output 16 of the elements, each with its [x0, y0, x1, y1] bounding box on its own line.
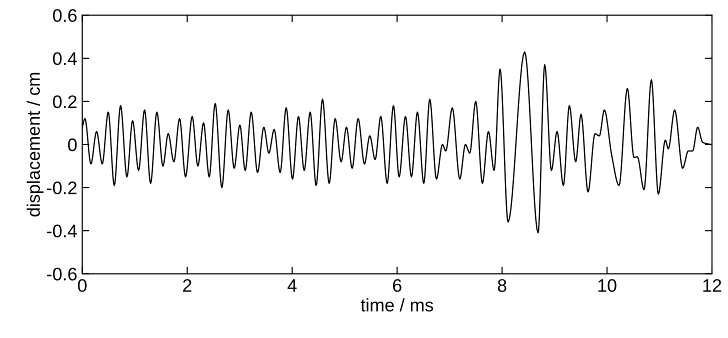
y-axis-title: displacement / cm	[26, 72, 44, 216]
x-tick-label: 0	[78, 279, 87, 292]
x-tick-label: 12	[703, 279, 722, 292]
x-tick-label: 2	[183, 279, 192, 292]
x-tick-label: 10	[598, 279, 616, 292]
y-tick-label: 0.2	[53, 95, 76, 108]
x-tick-label: 6	[393, 279, 402, 292]
y-tick-label: -0.6	[47, 268, 77, 280]
y-tick-label: 0.6	[53, 9, 77, 22]
y-tick-label: 0	[68, 138, 77, 152]
x-tick-label: 4	[288, 279, 297, 292]
y-tick-label: 0.4	[53, 52, 77, 66]
x-tick-label: 8	[498, 279, 506, 292]
x-axis-title: time / ms	[360, 298, 434, 312]
y-tick-label: -0.2	[47, 182, 76, 194]
y-tick-label: -0.4	[47, 224, 77, 238]
